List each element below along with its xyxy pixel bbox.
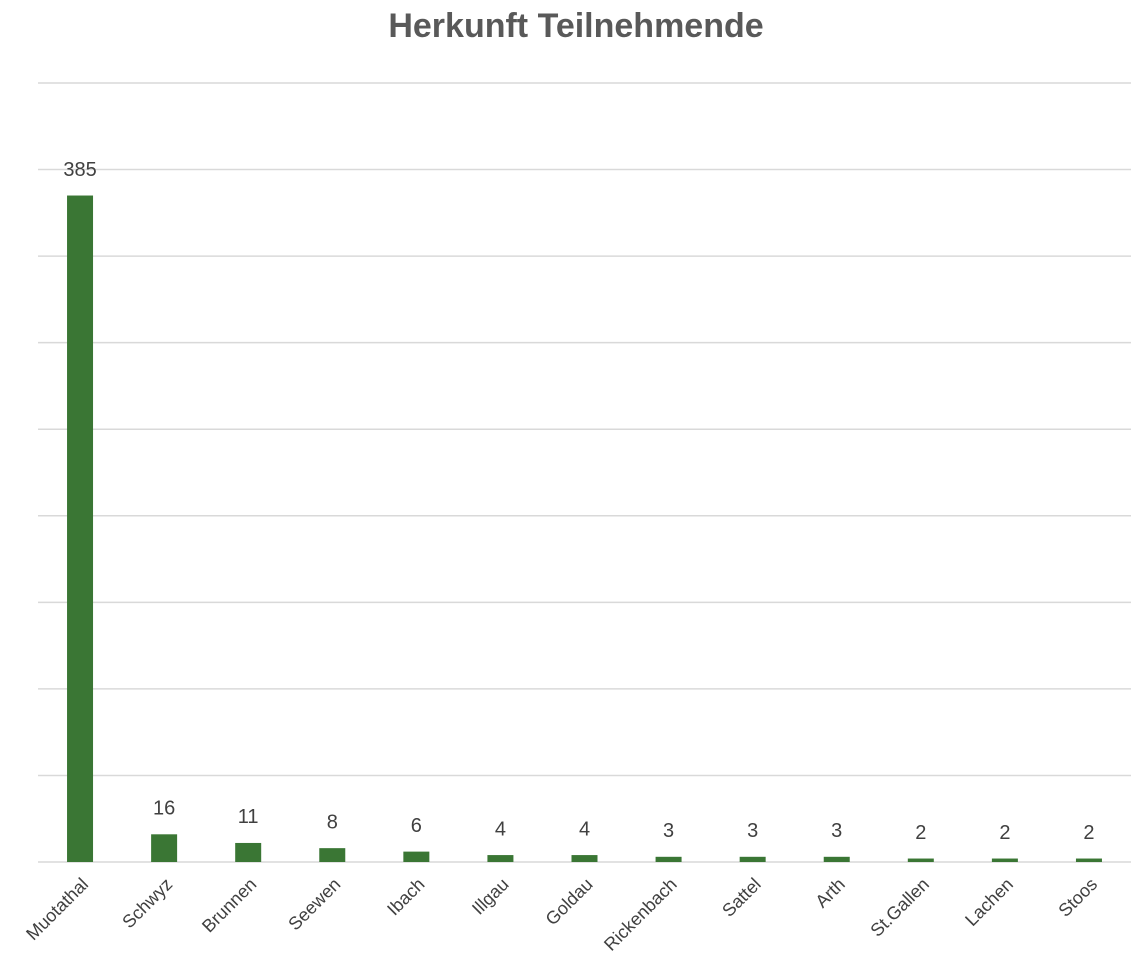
- x-tick-label: Schwyz: [118, 874, 176, 932]
- value-label: 16: [153, 798, 175, 820]
- value-label: 11: [238, 806, 259, 828]
- x-tick-label: Sattel: [718, 874, 765, 921]
- value-label: 385: [63, 159, 96, 181]
- bar: [319, 848, 346, 862]
- x-tick-label: Muotathal: [22, 874, 92, 944]
- x-tick-label: St.Gallen: [866, 874, 933, 941]
- bar: [991, 858, 1018, 862]
- bar: [823, 856, 850, 862]
- bar: [403, 851, 430, 862]
- bar: [907, 858, 934, 862]
- x-tick-label: Goldau: [541, 874, 596, 929]
- value-label: 3: [831, 820, 842, 842]
- x-tick-label: Illgau: [468, 874, 513, 919]
- value-label: 8: [327, 811, 338, 833]
- value-label: 4: [495, 818, 506, 840]
- bar: [235, 842, 262, 862]
- bar: [655, 856, 682, 862]
- x-tick-label: Rickenbach: [600, 874, 681, 955]
- x-tick-label: Arth: [811, 874, 848, 911]
- value-label: 6: [411, 815, 422, 837]
- value-label: 2: [915, 822, 926, 844]
- value-label: 4: [579, 818, 590, 840]
- value-label: 2: [999, 822, 1010, 844]
- bar: [487, 855, 514, 862]
- bar: [739, 856, 766, 862]
- bar: [1075, 858, 1102, 862]
- bar: [67, 195, 94, 862]
- x-tick-label: Ibach: [383, 874, 428, 919]
- bar: [571, 855, 598, 862]
- x-tick-label: Brunnen: [198, 874, 260, 936]
- bar: [151, 834, 178, 862]
- chart-title: Herkunft Teilnehmende: [388, 7, 763, 45]
- x-tick-label: Seewen: [284, 874, 344, 934]
- x-tick-label: Stoos: [1054, 874, 1101, 921]
- value-label: 2: [1083, 822, 1094, 844]
- value-label: 3: [747, 820, 758, 842]
- value-label: 3: [663, 820, 674, 842]
- x-tick-label: Lachen: [961, 874, 1017, 930]
